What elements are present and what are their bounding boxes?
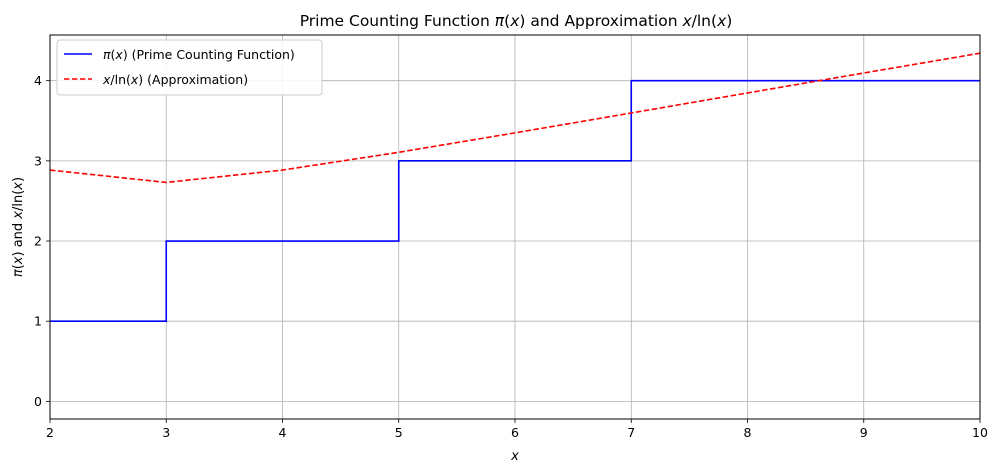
x-axis: 2 3 4 5 6 7 8 9 10 <box>46 419 988 440</box>
legend-label-approximation: x/ln(x) (Approximation) <box>102 72 248 87</box>
y-tick-label: 3 <box>34 153 42 168</box>
y-tick-label: 2 <box>34 234 42 249</box>
y-axis: 0 1 2 3 4 <box>34 73 50 409</box>
x-tick-label: 3 <box>162 425 170 440</box>
x-axis-label: x <box>510 449 519 464</box>
x-tick-label: 8 <box>744 425 752 440</box>
approximation-dashed-line <box>49 52 981 184</box>
x-tick-label: 10 <box>972 425 988 440</box>
chart-title: Prime Counting Function π(x) and Approxi… <box>300 12 733 30</box>
prime-counting-step-line <box>50 79 980 322</box>
legend-box <box>56 39 323 96</box>
x-tick-label: 5 <box>395 425 403 440</box>
y-tick-label: 4 <box>34 73 42 88</box>
x-tick-label: 4 <box>279 425 287 440</box>
x-tick-label: 2 <box>46 425 54 440</box>
y-tick-label: 1 <box>34 314 42 329</box>
y-tick-label: 0 <box>34 394 42 409</box>
x-tick-label: 6 <box>511 425 519 440</box>
legend: π(x) (Prime Counting Function) x/ln(x) (… <box>56 39 323 96</box>
series-layer <box>49 52 981 322</box>
y-axis-label: π(x) and x/ln(x) <box>11 177 26 277</box>
x-tick-label: 7 <box>627 425 635 440</box>
legend-label-prime-counting: π(x) (Prime Counting Function) <box>103 47 295 62</box>
x-tick-label: 9 <box>860 425 868 440</box>
